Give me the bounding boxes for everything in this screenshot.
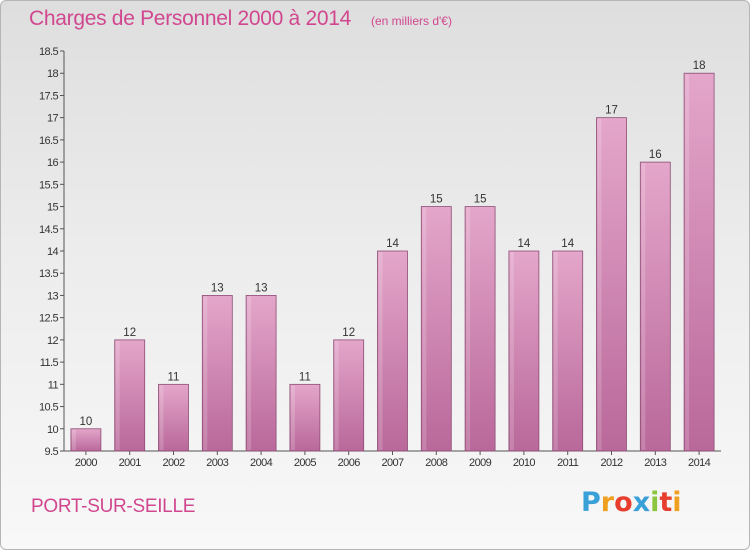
bar-highlight	[641, 163, 646, 450]
y-tick-label: 11.5	[40, 357, 59, 369]
y-tick-label: 16.5	[39, 135, 58, 147]
x-tick-label: 2002	[162, 457, 185, 469]
chart-title: Charges de Personnel 2000 à 2014	[29, 7, 351, 30]
bar-2014	[683, 72, 715, 452]
bar-value-label: 14	[518, 238, 531, 250]
bar-highlight	[334, 340, 339, 450]
logo-letter: i	[650, 487, 660, 518]
y-tick-label: 13	[47, 290, 59, 302]
bar-highlight	[685, 74, 690, 450]
bar-highlight	[466, 207, 471, 450]
logo-letter: r	[600, 487, 615, 518]
bar-value-label: 15	[474, 194, 487, 206]
bar-2011	[552, 250, 584, 452]
bar-2007	[377, 250, 408, 452]
bar-value-label: 12	[342, 327, 355, 339]
bar-value-label: 13	[255, 282, 268, 294]
y-tick-label: 15.5	[39, 179, 58, 191]
bar-highlight	[159, 385, 164, 450]
y-tick-label: 17	[47, 113, 59, 125]
x-tick-label: 2011	[557, 457, 579, 469]
y-tick-label: 14.5	[39, 224, 58, 236]
y-tick-label: 9.5	[45, 446, 59, 458]
bar-2009	[464, 206, 496, 452]
bar-value-label: 11	[168, 371, 180, 383]
y-tick-label: 18.5	[39, 46, 58, 58]
x-tick-label: 2004	[250, 457, 273, 469]
bar-highlight	[203, 296, 208, 450]
bar-value-label: 10	[80, 416, 93, 428]
x-tick-label: 2006	[338, 457, 361, 469]
x-tick-label: 2000	[75, 457, 98, 469]
logo-letter: t	[659, 487, 673, 518]
bar-2008	[420, 206, 452, 452]
y-tick-label: 18	[47, 68, 59, 80]
x-tick-label: 2001	[119, 457, 142, 469]
bar-highlight	[115, 340, 120, 450]
bar-value-label: 13	[211, 282, 224, 294]
y-tick-label: 13.5	[39, 268, 58, 280]
y-tick-label: 17.5	[39, 90, 58, 102]
bar-highlight	[247, 296, 252, 450]
bar-highlight	[422, 207, 427, 450]
bar-2012	[596, 117, 627, 452]
logo-letter: i	[672, 487, 682, 518]
bar-2001	[114, 339, 146, 452]
bar-value-label: 14	[386, 238, 399, 250]
bar-highlight	[509, 252, 514, 450]
x-tick-label: 2005	[294, 457, 317, 469]
logo-letter: P	[581, 487, 601, 518]
y-tick-label: 16	[47, 157, 59, 169]
bar-value-label: 15	[430, 194, 443, 206]
x-tick-label: 2010	[513, 457, 536, 469]
chart-labels: 2000 10 2001 12 2002 11 2003 13 2004 13 2005 11 2006…	[75, 60, 711, 469]
chart-unit: (en milliers d'€)	[371, 14, 452, 28]
x-tick-label: 2008	[425, 457, 448, 469]
logo-letter: x	[632, 487, 651, 518]
bar-2003	[201, 295, 233, 452]
logo-letter: o	[614, 487, 633, 518]
y-tick-label: 12.5	[39, 313, 58, 325]
bar-2004	[245, 295, 277, 452]
bar-2013	[639, 161, 671, 452]
y-tick-label: 10.5	[39, 402, 58, 414]
bar-value-label: 11	[299, 371, 311, 383]
y-tick-label: 12	[47, 335, 59, 347]
city-name: PORT-SUR-SEILLE	[31, 496, 196, 517]
bar-value-label: 12	[123, 327, 136, 339]
bar-highlight	[71, 429, 76, 450]
x-tick-label: 2014	[688, 457, 711, 469]
proxiti-logo: Proxiti	[581, 487, 682, 518]
bar-2010	[508, 250, 540, 452]
x-tick-label: 2009	[469, 457, 492, 469]
y-tick-label: 14	[47, 246, 59, 258]
chart-bars	[70, 72, 715, 452]
bar-value-label: 18	[693, 60, 706, 72]
bar-2006	[333, 339, 365, 452]
bar-highlight	[553, 252, 558, 450]
x-tick-label: 2007	[381, 457, 404, 469]
x-tick-label: 2013	[644, 457, 667, 469]
bar-value-label: 16	[649, 149, 662, 161]
bar-2005	[289, 383, 321, 452]
y-tick-label: 11	[48, 379, 59, 391]
bar-2000	[70, 428, 102, 452]
bar-highlight	[290, 385, 295, 450]
y-tick-label: 10	[47, 424, 59, 436]
x-tick-label: 2003	[206, 457, 229, 469]
bar-value-label: 17	[605, 105, 618, 117]
bar-highlight	[378, 252, 383, 450]
bar-highlight	[597, 118, 602, 451]
x-tick-label: 2012	[600, 457, 623, 469]
bar-2002	[158, 383, 189, 452]
bar-value-label: 14	[561, 238, 574, 250]
y-tick-label: 15	[47, 202, 59, 214]
